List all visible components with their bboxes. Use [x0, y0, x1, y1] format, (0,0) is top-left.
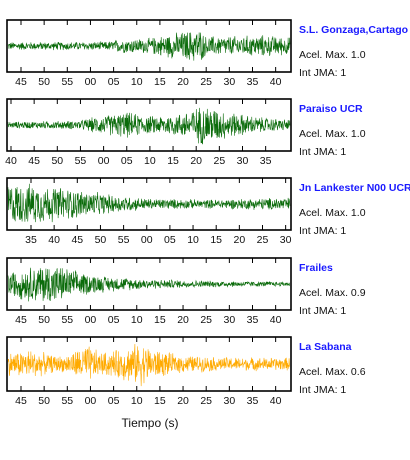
tick-label: 30 [224, 76, 236, 88]
tick-label: 05 [108, 76, 120, 88]
jma-intensity: Int JMA: 1 [299, 305, 347, 317]
max-acceleration: Acel. Max. 1.0 [299, 49, 366, 61]
station-name: S.L. Gonzaga,Cartago [299, 24, 409, 36]
max-acceleration: Acel. Max. 1.0 [299, 128, 366, 140]
tick-label: 55 [61, 314, 73, 326]
max-acceleration: Acel. Max. 0.6 [299, 366, 366, 378]
tick-label: 20 [177, 76, 189, 88]
station-name: Paraiso UCR [299, 103, 363, 115]
waveform-4 [7, 343, 291, 387]
waveform-1 [7, 107, 291, 145]
tick-label: 35 [247, 395, 259, 407]
tick-label: 50 [38, 395, 50, 407]
tick-label: 35 [25, 234, 37, 246]
x-axis-title: Tiempo (s) [121, 416, 179, 430]
tick-label: 40 [270, 395, 282, 407]
tick-label: 00 [85, 395, 97, 407]
tick-label: 25 [200, 314, 212, 326]
panel-frame-0 [6, 19, 292, 73]
tick-label: 55 [61, 76, 73, 88]
tick-label: 05 [108, 314, 120, 326]
tick-label: 15 [210, 234, 222, 246]
station-name: Frailes [299, 262, 333, 274]
tick-label: 40 [5, 155, 17, 167]
jma-intensity: Int JMA: 1 [299, 384, 347, 396]
tick-label: 10 [131, 395, 143, 407]
tick-label: 45 [28, 155, 40, 167]
tick-label: 00 [141, 234, 153, 246]
tick-label: 05 [164, 234, 176, 246]
tick-label: 50 [51, 155, 63, 167]
tick-label: 00 [98, 155, 110, 167]
tick-label: 10 [131, 314, 143, 326]
jma-intensity: Int JMA: 1 [299, 146, 347, 158]
tick-label: 20 [190, 155, 202, 167]
tick-label: 55 [61, 395, 73, 407]
tick-label: 20 [177, 395, 189, 407]
panel-frame-4 [6, 336, 292, 392]
tick-label: 25 [200, 395, 212, 407]
tick-label: 15 [154, 314, 166, 326]
tick-label: 45 [15, 395, 27, 407]
tick-label: 05 [121, 155, 133, 167]
tick-label: 05 [108, 395, 120, 407]
tick-label: 50 [95, 234, 107, 246]
max-acceleration: Acel. Max. 0.9 [299, 287, 366, 299]
tick-label: 00 [85, 76, 97, 88]
waveform-2 [7, 183, 291, 223]
tick-label: 25 [257, 234, 269, 246]
jma-intensity: Int JMA: 1 [299, 225, 347, 237]
jma-intensity: Int JMA: 1 [299, 67, 347, 79]
tick-label: 30 [224, 395, 236, 407]
max-acceleration: Acel. Max. 1.0 [299, 207, 366, 219]
tick-label: 30 [280, 234, 292, 246]
panel-frame-3 [6, 257, 292, 311]
tick-label: 30 [224, 314, 236, 326]
tick-label: 10 [187, 234, 199, 246]
tick-label: 20 [177, 314, 189, 326]
tick-label: 00 [85, 314, 97, 326]
tick-label: 35 [260, 155, 272, 167]
tick-label: 25 [200, 76, 212, 88]
tick-label: 10 [131, 76, 143, 88]
tick-label: 55 [118, 234, 130, 246]
tick-label: 25 [214, 155, 226, 167]
panel-frame-2 [6, 177, 292, 231]
tick-label: 45 [15, 314, 27, 326]
tick-label: 45 [15, 76, 27, 88]
waveform-3 [7, 267, 291, 302]
tick-label: 15 [154, 395, 166, 407]
tick-label: 30 [237, 155, 249, 167]
tick-label: 15 [167, 155, 179, 167]
tick-label: 35 [247, 76, 259, 88]
tick-label: 15 [154, 76, 166, 88]
waveform-0 [7, 32, 291, 61]
tick-label: 10 [144, 155, 156, 167]
tick-label: 20 [234, 234, 246, 246]
tick-label: 35 [247, 314, 259, 326]
tick-label: 45 [71, 234, 83, 246]
tick-label: 40 [270, 314, 282, 326]
tick-label: 40 [270, 76, 282, 88]
tick-label: 55 [75, 155, 87, 167]
tick-label: 50 [38, 76, 50, 88]
tick-label: 40 [48, 234, 60, 246]
panel-frame-1 [6, 98, 292, 152]
station-name: La Sabana [299, 341, 352, 353]
tick-label: 50 [38, 314, 50, 326]
station-name: Jn Lankester N00 UCR [299, 182, 410, 194]
